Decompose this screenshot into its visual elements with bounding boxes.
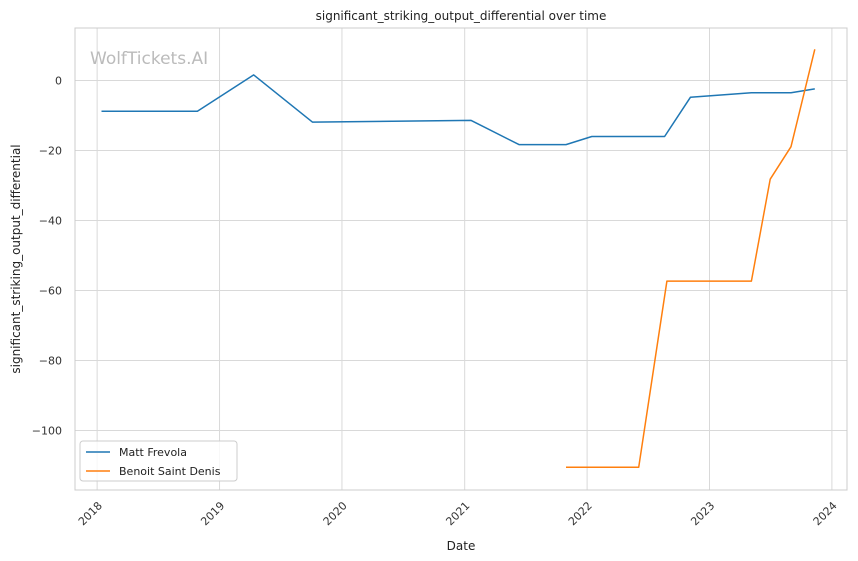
grid xyxy=(75,28,847,490)
y-tick-label: −60 xyxy=(39,285,62,298)
y-tick-label: −80 xyxy=(39,355,62,368)
y-axis-ticks: 0 −20 −40 −60 −80 −100 xyxy=(32,75,62,438)
series-line-2 xyxy=(566,49,816,469)
legend-label-1: Matt Frevola xyxy=(119,446,187,459)
plot-frame xyxy=(74,27,848,491)
series-line-1 xyxy=(101,74,815,146)
y-axis-title: significant_striking_output_differential xyxy=(9,144,23,373)
x-axis-title: Date xyxy=(447,539,476,553)
legend-label-2: Benoit Saint Denis xyxy=(119,465,221,478)
y-tick-label: −100 xyxy=(32,425,62,438)
series-lines xyxy=(101,49,816,469)
y-tick-label: 0 xyxy=(55,75,62,88)
y-tick-label: −40 xyxy=(39,215,62,228)
y-tick-label: −20 xyxy=(39,145,62,158)
watermark: WolfTickets.AI xyxy=(90,49,208,69)
legend: Matt Frevola Benoit Saint Denis xyxy=(79,440,238,482)
chart-title: significant_striking_output_differential… xyxy=(316,9,607,23)
legend-box xyxy=(79,440,238,482)
